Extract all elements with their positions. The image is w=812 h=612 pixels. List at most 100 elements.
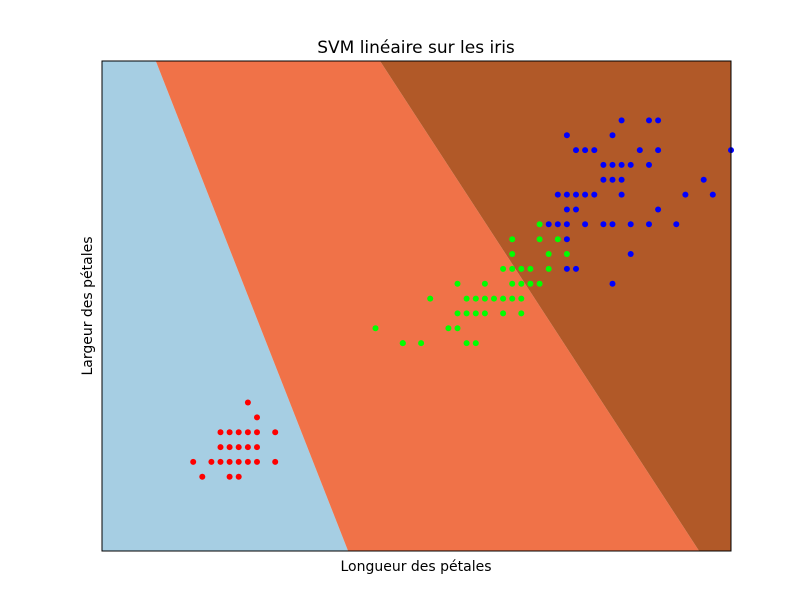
data-point (563, 191, 570, 198)
data-point (272, 458, 279, 465)
data-point (655, 117, 662, 124)
data-point (472, 310, 479, 317)
data-point (563, 236, 570, 243)
data-point (509, 280, 516, 287)
data-point (582, 147, 589, 154)
data-point (509, 265, 516, 272)
data-point (244, 429, 251, 436)
data-point (582, 221, 589, 228)
data-point (217, 429, 224, 436)
data-point (518, 295, 525, 302)
data-point (427, 295, 434, 302)
plot-area (102, 61, 734, 551)
data-point (254, 458, 260, 465)
data-point (609, 176, 616, 183)
data-point (563, 132, 570, 139)
data-point (554, 221, 561, 228)
x-axis-label: Longueur des pétales (340, 559, 491, 575)
data-point (591, 191, 598, 198)
data-point (472, 340, 479, 347)
plot-frame (101, 60, 732, 552)
data-point (463, 340, 470, 347)
series-1 (190, 399, 279, 480)
data-point (527, 280, 534, 287)
data-point (472, 295, 479, 302)
data-point (454, 310, 461, 317)
data-point (244, 444, 251, 451)
data-point (545, 221, 552, 228)
y-axis-label: Largeur des pétales (80, 236, 96, 375)
data-point (618, 161, 625, 168)
series-2 (372, 221, 570, 347)
data-point (254, 414, 260, 421)
data-point (591, 147, 598, 154)
data-point (573, 191, 579, 198)
data-point (545, 265, 552, 272)
data-point (399, 340, 406, 347)
data-point (600, 161, 607, 168)
data-point (463, 295, 470, 302)
data-point (600, 221, 607, 228)
data-point (518, 280, 525, 287)
data-point (217, 458, 224, 465)
data-point (609, 221, 616, 228)
data-point (463, 310, 470, 317)
data-point (627, 161, 634, 168)
data-point (600, 176, 607, 183)
data-point (700, 176, 707, 183)
data-point (627, 251, 634, 257)
data-point (582, 191, 589, 198)
decision-region-1 (102, 61, 349, 551)
data-point (235, 458, 242, 465)
data-point (500, 310, 507, 317)
data-point (646, 161, 652, 168)
data-point (226, 473, 233, 480)
data-point (573, 265, 579, 272)
data-point (208, 458, 215, 465)
data-point (491, 295, 497, 302)
data-point (618, 191, 625, 198)
data-point (190, 458, 197, 465)
data-point (509, 295, 516, 302)
data-point (481, 280, 488, 287)
data-point (272, 429, 279, 436)
data-point (563, 206, 570, 213)
data-point (244, 399, 251, 406)
data-point (618, 176, 625, 183)
data-point (545, 251, 552, 257)
data-point (226, 429, 233, 436)
data-point (709, 191, 716, 198)
data-point (235, 444, 242, 451)
data-point (445, 325, 452, 332)
data-point (500, 265, 507, 272)
data-point (518, 310, 525, 317)
data-point (518, 265, 525, 272)
data-point (682, 191, 689, 198)
data-point (563, 221, 570, 228)
data-point (609, 132, 616, 139)
data-point (226, 458, 233, 465)
data-point (254, 429, 260, 436)
data-point (673, 221, 680, 228)
data-point (536, 280, 543, 287)
data-point (563, 265, 570, 272)
data-point (636, 147, 643, 154)
data-point (509, 251, 516, 257)
data-point (481, 295, 488, 302)
data-point (627, 221, 634, 228)
data-point (655, 206, 662, 213)
data-point (646, 221, 652, 228)
data-point (418, 340, 425, 347)
data-point (454, 325, 461, 332)
data-point (454, 280, 461, 287)
data-point (217, 444, 224, 451)
decision-region-3 (380, 61, 731, 551)
chart-title: SVM linéaire sur les iris (317, 38, 515, 58)
data-point (536, 221, 543, 228)
data-point (500, 295, 507, 302)
data-point (254, 444, 260, 451)
data-point (509, 236, 516, 243)
data-point (226, 444, 233, 451)
